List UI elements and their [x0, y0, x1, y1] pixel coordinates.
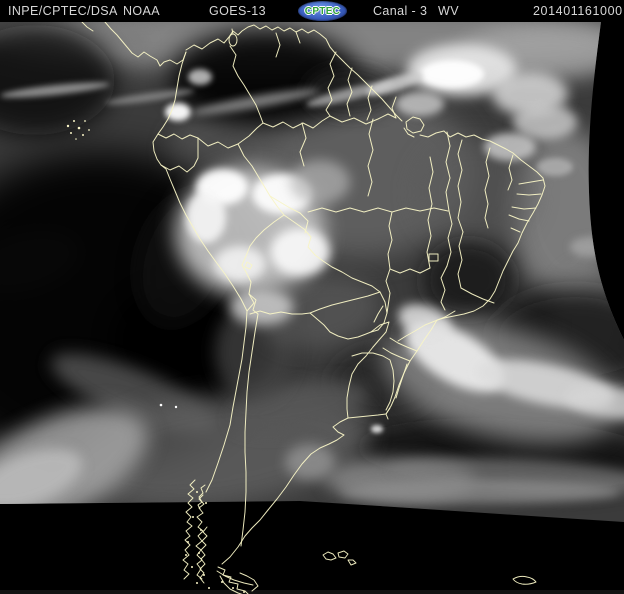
cloud-field	[0, 22, 624, 522]
timestamp-label: 201401161000	[533, 4, 623, 18]
header-bar: INPE/CPTEC/DSA NOAA GOES-13 CPTEC Canal …	[0, 0, 624, 22]
galapagos-islands	[66, 120, 90, 140]
satellite-label: GOES-13	[209, 4, 266, 18]
noaa-label: NOAA	[123, 4, 161, 18]
satellite-image	[0, 21, 624, 594]
country-borders	[66, 21, 546, 594]
bottom-edge-strip	[0, 590, 624, 594]
falkland-islands	[322, 550, 357, 566]
agency-label: INPE/CPTEC/DSA	[8, 4, 118, 18]
cptec-logo: CPTEC	[298, 1, 347, 21]
cptec-logo-text: CPTEC	[304, 5, 341, 17]
channel-label: Canal - 3	[373, 4, 428, 18]
band-label: WV	[438, 4, 459, 18]
south-georgia-island	[512, 575, 537, 585]
water-vapor-image	[0, 21, 624, 594]
